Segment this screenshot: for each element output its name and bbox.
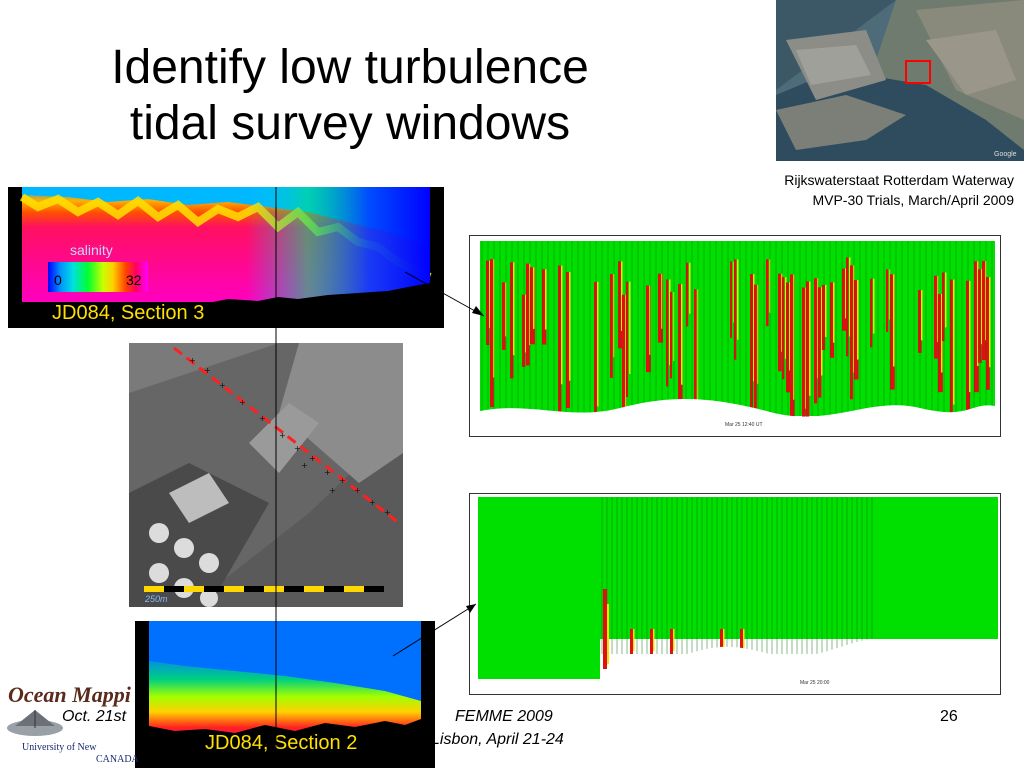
svg-text:+: + (219, 381, 226, 390)
mvp-ping-panel-bottom: Mar 25 20:00 (469, 493, 1001, 695)
aerial-photo: + + + + + + + + + + + + + + + (129, 343, 403, 607)
footer-date: Oct. 21st (62, 708, 127, 725)
svg-text:+: + (279, 431, 286, 440)
svg-text:+: + (204, 366, 211, 375)
svg-text:+: + (339, 476, 346, 485)
salinity-section-3 (8, 187, 444, 328)
svg-text:+: + (239, 398, 246, 407)
map-watermark: Google (994, 151, 1017, 158)
page-number: 26 (940, 708, 958, 725)
slide-title: Identify low turbulence tidal survey win… (40, 40, 660, 152)
svg-text:+: + (301, 461, 308, 470)
svg-text:+: + (294, 444, 301, 453)
university-name: University of New (22, 742, 97, 753)
section-2-label: JD084, Section 2 (205, 732, 358, 754)
mvp-ping-panel-top: Mar 25 12:40 UT (469, 235, 1001, 437)
svg-text:Mar 25 20:00: Mar 25 20:00 (800, 680, 830, 686)
colorbar-max: 32 (126, 272, 142, 288)
svg-text:+: + (324, 468, 331, 477)
svg-text:+: + (329, 486, 336, 495)
footer-conference: FEMME 2009 (455, 708, 553, 725)
svg-text:+: + (259, 414, 266, 423)
location-marker (905, 60, 931, 84)
colorbar-title: salinity (70, 242, 113, 258)
title-line-1: Identify low turbulence (111, 41, 589, 94)
caption-line-2: MVP-30 Trials, March/April 2009 (812, 192, 1014, 208)
salinity-section-2 (135, 621, 435, 768)
scale-bar-label: 250m (145, 594, 168, 604)
university-country: CANADA (96, 754, 139, 765)
ship-logo-icon (7, 710, 63, 736)
title-line-2: tidal survey windows (129, 97, 571, 150)
footer-place: Lisbon, April 21-24 (431, 731, 564, 748)
ocean-mapping-logo-text: Ocean Mappi (8, 682, 131, 707)
svg-text:+: + (384, 508, 391, 517)
svg-text:Mar 25 12:40 UT: Mar 25 12:40 UT (725, 422, 763, 428)
section-3-label: JD084, Section 3 (52, 302, 205, 324)
map-caption: Rijkswaterstaat Rotterdam Waterway MVP-3… (784, 170, 1014, 210)
colorbar-min: 0 (54, 272, 62, 288)
svg-text:+: + (369, 498, 376, 507)
caption-line-1: Rijkswaterstaat Rotterdam Waterway (784, 172, 1014, 188)
svg-text:+: + (189, 356, 196, 365)
satellite-map: Google (776, 0, 1024, 161)
svg-text:+: + (309, 454, 316, 463)
salinity-colorbar (48, 262, 148, 292)
svg-text:+: + (354, 486, 361, 495)
